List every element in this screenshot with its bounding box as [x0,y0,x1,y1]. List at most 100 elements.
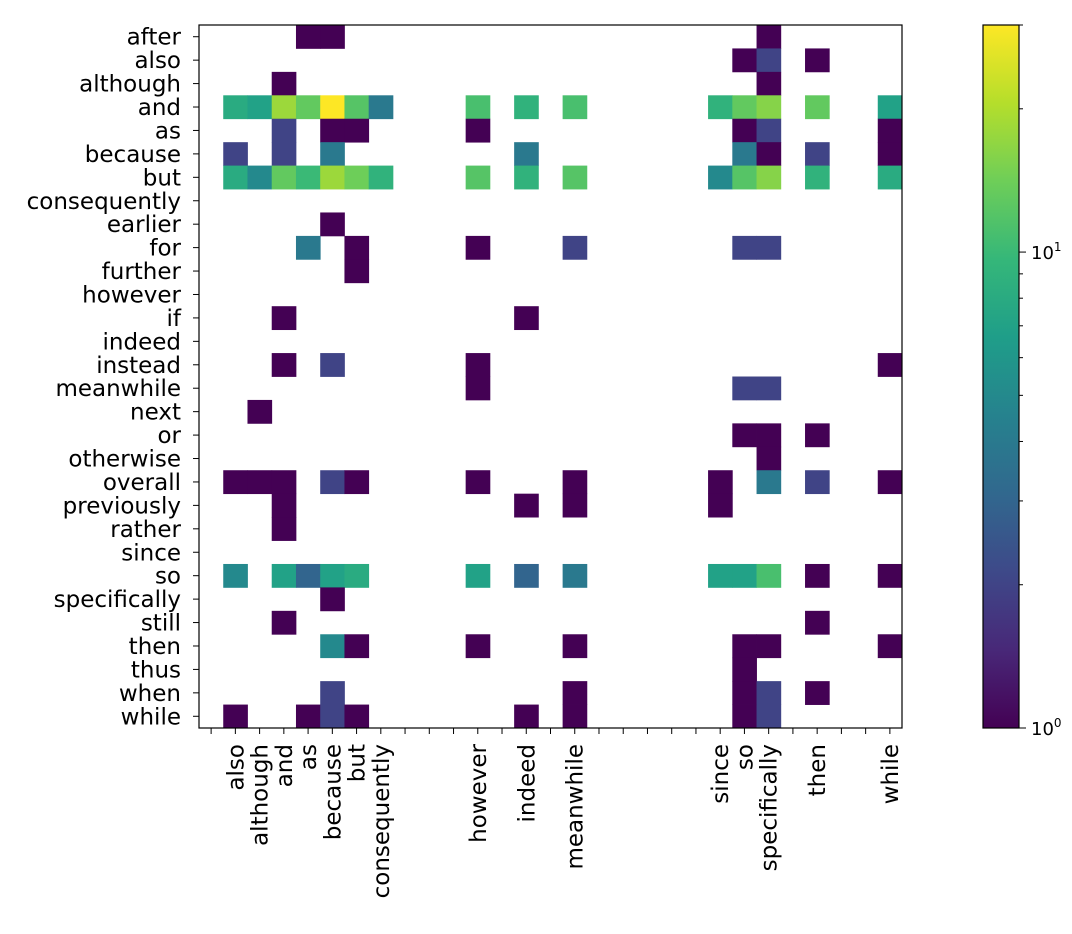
heatmap-cell-also-specifically [756,48,782,73]
heatmap-cell-or-so [732,423,757,448]
heatmap-cell-previously-and [271,493,297,518]
heatmap-cell-then-but [344,634,370,659]
colorbar-tick-label: 100 [1031,716,1062,740]
heatmap-cell-although-specifically [756,71,782,96]
heatmap-cell-for-however [465,235,491,260]
heatmap-cell-and-however [465,95,491,120]
heatmap-cell-so-as [295,563,321,588]
heatmap-cell-overall-although [247,470,273,495]
heatmap-cell-while-because [320,704,345,729]
y-tick-label-but: but [143,165,181,191]
colorbar: 100 101 [982,24,1062,740]
y-tick-label-then: then [129,634,181,660]
heatmap-cell-previously-meanwhile [562,493,588,518]
heatmap-cell-but-indeed [514,165,539,190]
heatmap-cell-if-indeed [514,306,539,331]
x-tick-label-specifically: specifically [757,744,783,871]
y-tick-label-or: or [157,423,181,449]
x-tick-label-meanwhile: meanwhile [563,744,589,870]
heatmap-cell-so-also [223,563,248,588]
heatmap-cell-but-consequently [368,165,394,190]
y-tick-label-next: next [130,400,181,426]
heatmap-cell-and-but [344,95,370,120]
heatmap-cell-specifically-because [320,587,345,612]
x-tick-label-however: however [466,743,492,842]
heatmap-cell-further-but [344,259,370,284]
y-tick-label-because: because [85,142,181,168]
heatmap-cell-and-also [223,95,248,120]
heatmap-cell-thus-so [732,657,757,682]
y-tick-label-meanwhile: meanwhile [55,376,181,402]
heatmap-cell-because-indeed [514,142,539,166]
heatmap-cell-while-specifically [756,704,782,729]
heatmap-cell-rather-and [271,517,297,541]
heatmap-cell-but-then [805,165,830,190]
heatmap-cell-after-as [295,25,321,49]
heatmap-cell-so-indeed [514,563,539,588]
heatmap-cell-when-specifically [756,681,782,705]
heatmap-cell-and-and [271,95,297,120]
heatmap-cell-previously-indeed [514,493,539,518]
heatmap-cell-so-while [877,563,903,588]
heatmap-cell-instead-while [877,353,903,377]
y-tick-label-also: also [134,48,181,74]
y-tick-label-and: and [138,95,181,121]
heatmap-cell-although-and [271,71,297,96]
heatmap-cell-instead-and [271,353,297,377]
x-tick-label-consequently: consequently [369,744,395,898]
heatmap-cell-also-so [732,48,757,73]
heatmap-cell-while-meanwhile [562,704,588,729]
y-tick-label-while: while [121,704,181,730]
heatmap-cell-and-since [708,95,733,120]
x-tick-label-as: as [296,744,322,770]
heatmap-cell-when-meanwhile [562,681,588,705]
plot-frame [198,24,903,729]
heatmap-cell-but-also [223,165,248,190]
heatmap-cell-as-specifically [756,118,782,143]
heatmap-cell-and-indeed [514,95,539,120]
heatmap-cell-as-while [877,118,903,143]
heatmap-cell-earlier-because [320,212,345,237]
heatmap-cell-and-meanwhile [562,95,588,120]
heatmap-cell-and-consequently [368,95,394,120]
heatmap-cell-because-while [877,142,903,166]
heatmap-cell-because-because [320,142,345,166]
x-tick-label-so: so [732,744,758,770]
heatmap-cell-but-however [465,165,491,190]
x-tick-label-since: since [708,744,734,804]
heatmap-cell-because-also [223,142,248,166]
heatmap-cell-then-so [732,634,757,659]
y-tick-label-as: as [155,118,181,144]
heatmap-cell-and-then [805,95,830,120]
y-tick-label-so: so [155,564,181,590]
heatmap-cell-instead-however [465,353,491,377]
heatmap-cell-but-and [271,165,297,190]
heatmap-cell-for-as [295,235,321,260]
y-tick-label-earlier: earlier [107,212,182,238]
heatmap-cell-for-specifically [756,235,782,260]
heatmap-cell-and-as [295,95,321,120]
heatmap-cell-so-specifically [756,563,782,588]
heatmap-cell-then-while [877,634,903,659]
heatmap-cell-meanwhile-so [732,376,757,401]
heatmap-cell-but-while [877,165,903,190]
colorbar-tick-label: 101 [1031,240,1062,264]
y-tick-label-when: when [119,681,181,707]
heatmap-cell-but-so [732,165,757,190]
heatmap-cell-overall-then [805,470,830,495]
heatmap-cell-overall-also [223,470,248,495]
x-tick-label-although: although [248,744,274,846]
heatmap-cell-next-although [247,399,273,424]
heatmap-cells [223,25,903,729]
y-tick-label-consequently: consequently [27,189,181,215]
heatmap-cell-because-specifically [756,142,782,166]
y-tick-label-since: since [121,540,181,566]
heatmap-cell-so-since [708,563,733,588]
heatmap-cell-so-but [344,563,370,588]
heatmap-cell-overall-but [344,470,370,495]
heatmap-cell-and-specifically [756,95,782,120]
heatmap-cell-otherwise-specifically [756,446,782,471]
colorbar-gradient [982,24,1020,729]
x-tick-label-because: because [320,744,346,840]
heatmap-cell-so-however [465,563,491,588]
